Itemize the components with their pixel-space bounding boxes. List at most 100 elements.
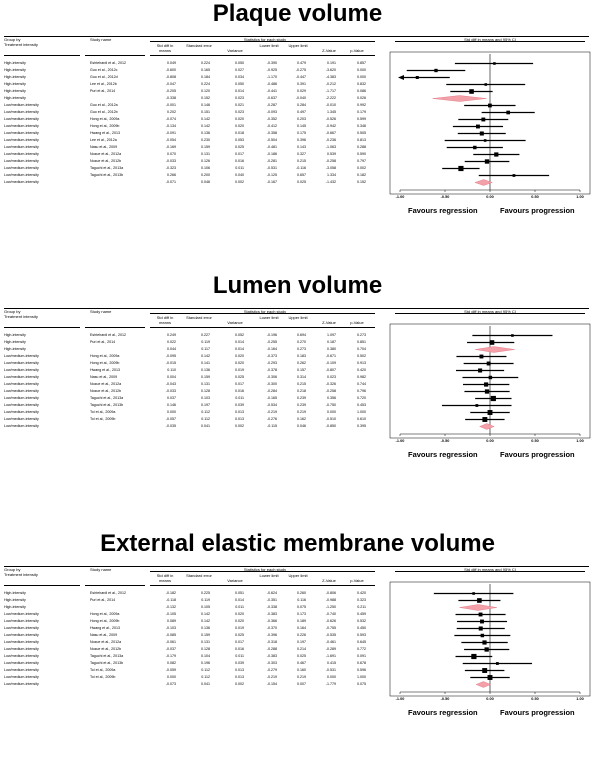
cell-group: Low/medium-intensity bbox=[4, 612, 39, 616]
column-header-std-diff: Std diff in means bbox=[156, 573, 174, 583]
cell-z: 0.380 bbox=[327, 347, 336, 351]
cell-ll: -0.318 bbox=[266, 640, 277, 644]
cell-d: 0.110 bbox=[167, 368, 176, 372]
cell-ul: 0.075 bbox=[297, 605, 306, 609]
cell-var: 0.051 bbox=[235, 591, 244, 595]
cell-group: High-intensity bbox=[4, 82, 26, 86]
cell-d: -0.091 bbox=[165, 131, 176, 135]
cell-var: 0.014 bbox=[235, 347, 244, 351]
panel-title: Lumen volume bbox=[212, 272, 383, 299]
cell-z: -0.942 bbox=[325, 124, 336, 128]
cell-se: 0.146 bbox=[201, 103, 210, 107]
cell-d: -0.808 bbox=[165, 75, 176, 79]
cell-var: 0.052 bbox=[235, 333, 244, 337]
column-header-statistics: Statistics for each study bbox=[243, 309, 287, 314]
cell-study: Taguchi et al., 2013a bbox=[90, 166, 124, 170]
cell-group: Low/medium-intensity bbox=[4, 166, 39, 170]
cell-ul: -0.040 bbox=[295, 96, 306, 100]
point-estimate bbox=[512, 174, 516, 177]
point-estimate bbox=[484, 83, 488, 86]
panel-title: Plaque volume bbox=[212, 0, 383, 27]
cell-ul: 0.467 bbox=[297, 661, 306, 665]
column-header-ci-header: Std diff in means and 95% CI bbox=[464, 567, 516, 572]
point-estimate bbox=[488, 375, 493, 380]
table-row: Low/medium-intensity Toi et al., 2009b 0.0… bbox=[0, 674, 380, 681]
cell-ll: -0.383 bbox=[266, 654, 277, 658]
column-header-upper: Upper limit bbox=[288, 315, 308, 320]
cell-p: 0.704 bbox=[357, 347, 366, 351]
point-estimate bbox=[478, 626, 483, 631]
cell-se: 0.041 bbox=[201, 424, 210, 428]
cell-se: 0.128 bbox=[201, 647, 210, 651]
point-estimate bbox=[484, 389, 490, 394]
cell-p: 0.610 bbox=[357, 417, 366, 421]
cell-group: High-intensity bbox=[4, 591, 26, 595]
cell-ll: -0.412 bbox=[266, 124, 277, 128]
cell-z: 1.345 bbox=[327, 110, 336, 114]
cell-d: 0.266 bbox=[167, 173, 176, 177]
cell-ll: -0.279 bbox=[266, 668, 277, 672]
cell-study: Nasu et al., 2009 bbox=[90, 375, 118, 379]
cell-se: 0.142 bbox=[201, 117, 210, 121]
cell-study: Hong et al., 2009b bbox=[90, 619, 120, 623]
cell-z: -0.531 bbox=[325, 668, 336, 672]
cell-p: 0.590 bbox=[357, 152, 366, 156]
cell-se: 0.224 bbox=[201, 61, 210, 65]
cell-p: 0.395 bbox=[357, 424, 366, 428]
cell-d: 0.044 bbox=[167, 347, 176, 351]
x-tick-label: 0.00 bbox=[486, 697, 493, 701]
cell-se: 0.112 bbox=[201, 410, 210, 414]
cell-ul: 0.029 bbox=[297, 89, 306, 93]
column-header-group-by: Group by bbox=[4, 309, 21, 314]
cell-se: 0.119 bbox=[201, 598, 210, 602]
point-estimate bbox=[482, 417, 488, 422]
column-header-treatment-intensity: Treatment intensity bbox=[4, 42, 38, 47]
cell-ll: -0.534 bbox=[266, 403, 277, 407]
header-rule bbox=[395, 571, 585, 572]
cell-var: 0.025 bbox=[235, 375, 244, 379]
cell-d: -0.323 bbox=[165, 166, 176, 170]
column-header-study-name: Study name bbox=[90, 567, 112, 572]
point-estimate bbox=[481, 117, 486, 122]
cell-var: 0.002 bbox=[235, 424, 244, 428]
cell-p: 0.532 bbox=[357, 619, 366, 623]
point-estimate bbox=[472, 592, 475, 595]
cell-group: Low/medium-intensity bbox=[4, 180, 39, 184]
cell-se: 0.103 bbox=[201, 396, 210, 400]
cell-p: 0.420 bbox=[357, 591, 366, 595]
table-row: Low/medium-intensity Toi et al., 2009a -0.… bbox=[0, 667, 380, 674]
column-header-pvalue: p-Value bbox=[350, 578, 364, 583]
forest-plot: -1.00 -0.50 0.00 0.50 1.00 bbox=[389, 51, 591, 199]
table-row: Low/medium-intensity Lee et al., 2012a -0.… bbox=[0, 137, 380, 144]
cell-p: 0.796 bbox=[357, 389, 366, 393]
column-header-zvalue: Z-Value bbox=[322, 578, 336, 583]
cell-ul: 0.175 bbox=[297, 131, 306, 135]
x-tick-label: -1.00 bbox=[396, 195, 405, 199]
x-tick-label: -0.50 bbox=[441, 697, 450, 701]
cell-se: 0.131 bbox=[201, 640, 210, 644]
ci-arrow-left bbox=[398, 75, 404, 80]
cell-ul: 0.025 bbox=[297, 180, 306, 184]
table-row: Low/medium-intensity Hwang et al., 2013 -0… bbox=[0, 130, 380, 137]
cell-z: -1.432 bbox=[325, 180, 336, 184]
cell-ul: 0.214 bbox=[297, 647, 306, 651]
cell-group: Low/medium-intensity bbox=[4, 682, 39, 686]
header-rule bbox=[85, 585, 145, 586]
cell-se: 0.196 bbox=[201, 661, 210, 665]
cell-ll: -0.351 bbox=[266, 598, 277, 602]
point-estimate bbox=[482, 668, 488, 673]
cell-se: 0.041 bbox=[201, 682, 210, 686]
cell-study: Nasu et al., 2009 bbox=[90, 145, 118, 149]
cell-d: 0.082 bbox=[167, 661, 176, 665]
point-estimate bbox=[483, 139, 487, 142]
point-estimate bbox=[473, 145, 477, 150]
cell-se: 0.159 bbox=[201, 145, 210, 149]
cell-d: -0.600 bbox=[165, 68, 176, 72]
table-row: High-intensity Eshtehardi et al., 2012 -0.… bbox=[0, 590, 380, 597]
cell-study: Nasu et al., 2009 bbox=[90, 633, 118, 637]
cell-z: -1.250 bbox=[325, 605, 336, 609]
cell-group: Low/medium-intensity bbox=[4, 173, 39, 177]
cell-group: Low/medium-intensity bbox=[4, 361, 39, 365]
cell-var: 0.013 bbox=[235, 668, 244, 672]
cell-se: 0.230 bbox=[201, 138, 210, 142]
